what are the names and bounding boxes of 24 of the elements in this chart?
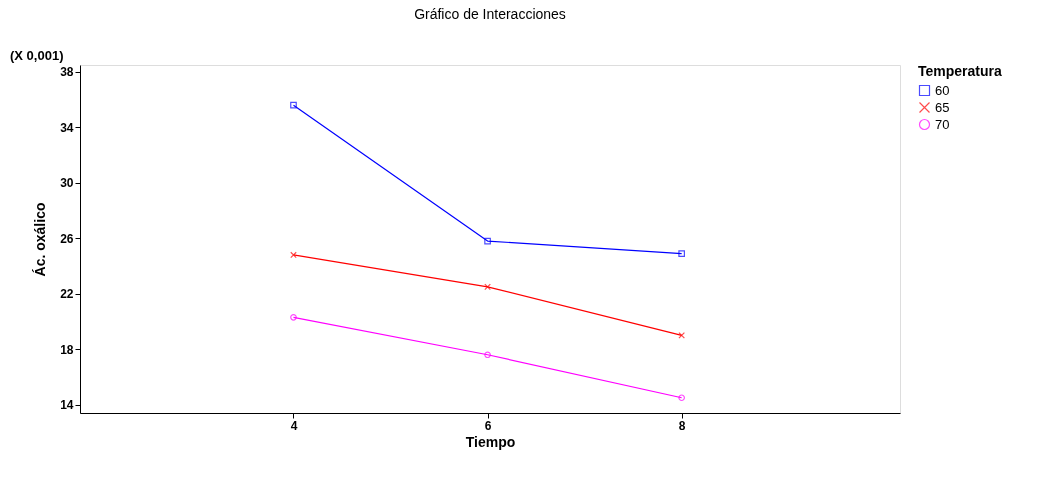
legend-label: 70	[935, 116, 950, 132]
y-tick-label: 38	[60, 65, 74, 80]
legend-title: Temperatura	[918, 63, 1002, 79]
x-axis-title: Tiempo	[465, 433, 516, 450]
y-tick-label: 14	[60, 398, 74, 413]
x-tick-label: 4	[290, 418, 298, 433]
y-tick-label: 30	[60, 176, 74, 191]
point	[290, 251, 297, 259]
y-axis-title: Ác. oxálico	[32, 202, 49, 277]
point	[290, 101, 297, 109]
x-tick-label: 6	[484, 418, 492, 433]
point	[484, 351, 491, 359]
y-tick-label: 34	[60, 120, 74, 135]
chart-title: Gráfico de Interacciones	[414, 6, 566, 22]
y-tick-label: 22	[60, 287, 74, 302]
legend-label: 60	[935, 82, 950, 98]
text: (X 0,001)	[10, 48, 64, 63]
point	[484, 283, 491, 291]
point	[484, 237, 491, 245]
y-tick-label: 18	[60, 342, 74, 357]
legend-label: 65	[935, 99, 950, 115]
y-tick-label: 26	[60, 231, 74, 246]
point	[678, 250, 685, 257]
x-tick-label: 8	[678, 418, 686, 433]
